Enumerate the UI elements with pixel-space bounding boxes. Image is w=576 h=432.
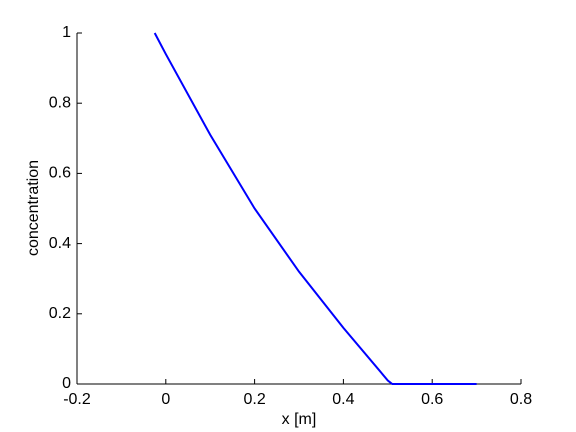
y-tick-label: 0 [62, 375, 71, 392]
x-axis-label: x [m] [282, 411, 317, 428]
x-tick-label: 0 [161, 391, 170, 408]
y-tick-label: 0.2 [49, 305, 71, 322]
x-tick-label: 0.6 [421, 391, 443, 408]
line [153, 32, 477, 385]
x-tick-label: 0.8 [510, 391, 532, 408]
x-tick-label: -0.2 [63, 391, 91, 408]
y-tick-label: 1 [62, 24, 71, 41]
y-tick-label: 0.6 [49, 165, 71, 182]
y-axis-label: concentration [25, 160, 42, 256]
y-tick-label: 0.8 [49, 94, 71, 111]
y-tick-label: 0.4 [49, 235, 71, 252]
x-tick-label: 0.2 [243, 391, 265, 408]
x-tick-label: 0.4 [332, 391, 354, 408]
